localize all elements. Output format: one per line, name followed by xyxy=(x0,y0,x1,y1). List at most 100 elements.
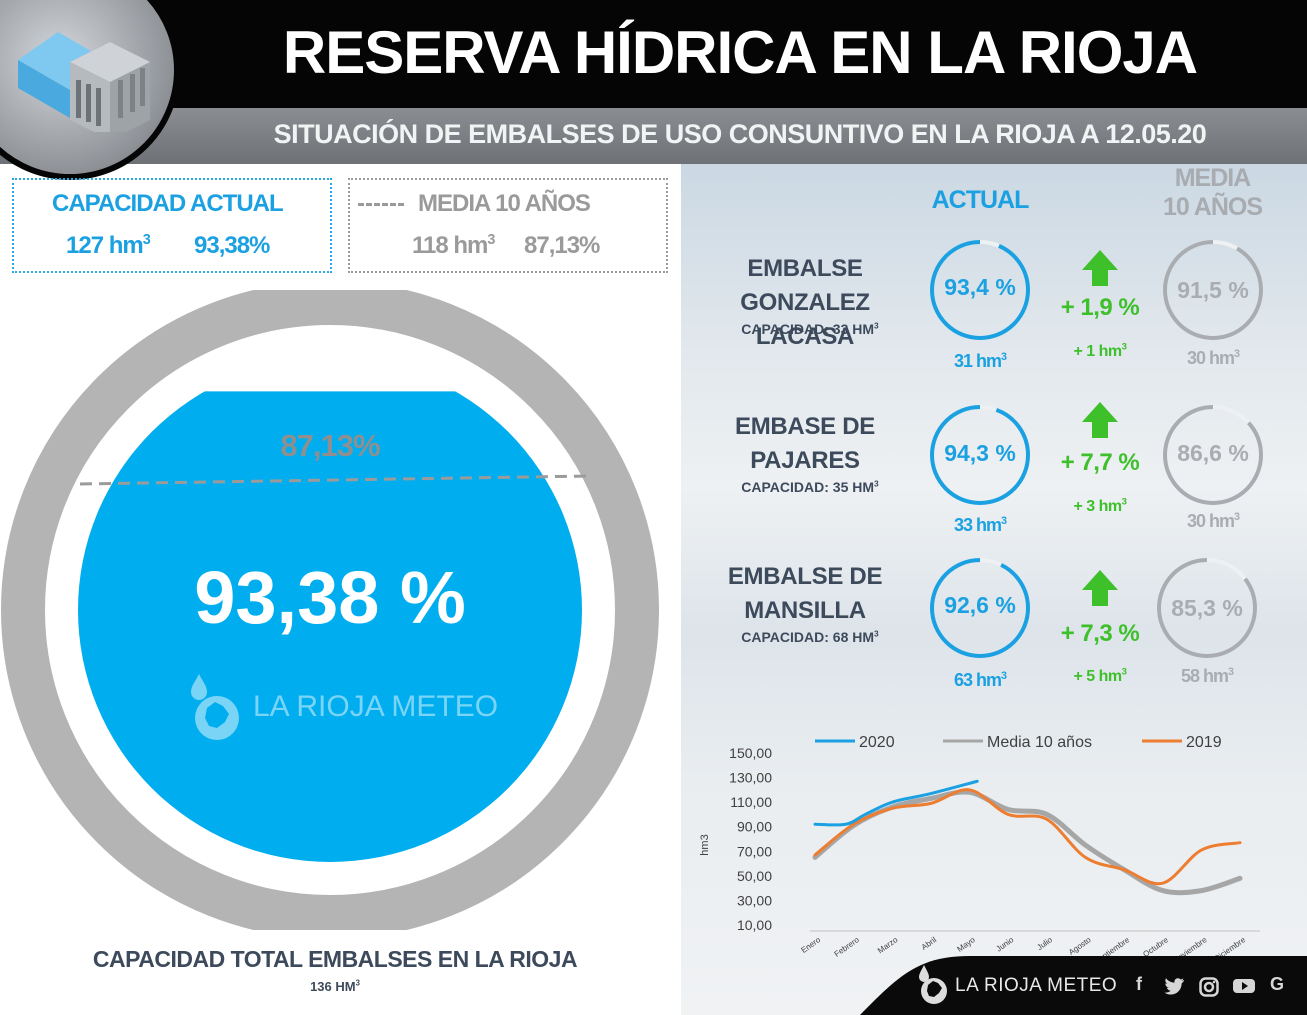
y-tick-label: 10,00 xyxy=(737,917,772,933)
subheader-bar xyxy=(0,108,1307,164)
x-tick-label: Junio xyxy=(995,935,1016,954)
watermark-text: LA RIOJA METEO xyxy=(253,690,499,723)
y-tick-label: 90,00 xyxy=(737,819,772,835)
arrow-up-icon xyxy=(1082,250,1118,286)
column-header-actual: ACTUAL xyxy=(931,186,1030,214)
legend-label: 2020 xyxy=(859,734,895,751)
ring-progress xyxy=(1163,405,1263,505)
arrow-up-icon xyxy=(1082,402,1118,438)
reservoir-actual-percent: 93,4 % xyxy=(944,274,1016,300)
watermark: LA RIOJA METEO xyxy=(185,672,498,742)
facebook-icon[interactable]: f xyxy=(1136,974,1142,994)
media-10-years-volume: 118 hm3 xyxy=(412,232,495,259)
reservoir-media-percent: 91,5 % xyxy=(1177,277,1249,303)
capacity-actual-volume: 127 hm3 xyxy=(66,232,151,259)
gauge-media-label: 87,13% xyxy=(280,428,380,463)
reservoir-diff-volume: + 1 hm3 xyxy=(1073,341,1127,360)
reservoir-media-ring xyxy=(1157,558,1257,658)
capacity-actual-percent: 93,38% xyxy=(194,232,270,259)
legend-label: 2019 xyxy=(1186,734,1222,751)
x-tick-label: Marzo xyxy=(876,935,900,955)
y-tick-label: 150,00 xyxy=(729,745,772,761)
x-tick-label: Enero xyxy=(799,935,822,955)
x-tick-label: Julio xyxy=(1035,935,1054,952)
series-line xyxy=(813,779,979,827)
reservoir-diff-volume: + 5 hm3 xyxy=(1073,666,1127,685)
media-10-years-label: MEDIA 10 AÑOS xyxy=(418,190,591,217)
ring-progress xyxy=(930,558,1030,658)
reservoir-media-ring xyxy=(1163,405,1263,505)
twitter-icon[interactable] xyxy=(1162,978,1186,996)
reservoir-diff-volume: + 3 hm3 xyxy=(1073,496,1127,515)
reservoir-actual-ring xyxy=(930,558,1030,658)
reservoir-actual-volume: 63 hm3 xyxy=(953,670,1007,690)
gauge-outer-ring xyxy=(1,290,659,930)
gauge-water-fill xyxy=(78,391,582,862)
column-header-media: MEDIA 10 AÑOS xyxy=(1162,164,1263,221)
total-capacity-value: 136 HM3 xyxy=(310,978,360,994)
y-axis-label: hm3 xyxy=(699,834,711,855)
reservoir-name: EMBALSE DE MANSILLA xyxy=(727,563,883,624)
reservoir-media-volume: 30 hm3 xyxy=(1186,348,1240,368)
x-tick-label: Abril xyxy=(920,935,938,952)
y-tick-label: 70,00 xyxy=(737,843,772,859)
page-subtitle: SITUACIÓN DE EMBALSES DE USO CONSUNTIVO … xyxy=(273,119,1207,149)
reservoir-capacity: CAPACIDAD: 33 HM3 xyxy=(741,320,879,337)
capacity-actual-label: CAPACIDAD ACTUAL xyxy=(52,190,284,217)
header-bar xyxy=(0,0,1307,108)
reservoir-evolution-chart: 2020 Media 10 años 2019 150,00 130,00 110,00 9… xyxy=(699,734,1260,966)
reservoir-actual-percent: 94,3 % xyxy=(944,440,1016,466)
y-tick-label: 50,00 xyxy=(737,868,772,884)
legend-item: Media 10 años xyxy=(943,734,1092,751)
instagram-icon[interactable] xyxy=(1197,977,1221,997)
arrow-up-icon xyxy=(1082,570,1118,606)
reservoir-actual-volume: 33 hm3 xyxy=(953,515,1007,535)
reservoir-diff-percent: + 7,7 % xyxy=(1060,449,1140,476)
footer-brand: LA RIOJA METEO xyxy=(955,975,1118,996)
total-capacity-title: CAPACIDAD TOTAL EMBALSES EN LA RIOJA xyxy=(92,946,578,972)
reservoir-name: EMBALSE GONZALEZ LACASA xyxy=(740,255,870,350)
legend-item: 2019 xyxy=(1142,734,1222,751)
reservoir-dam-icon xyxy=(18,32,150,132)
media-10-years-percent: 87,13% xyxy=(524,232,600,259)
legend-label: Media 10 años xyxy=(987,734,1092,751)
ring-progress xyxy=(1163,240,1263,340)
reservoir-media-percent: 85,3 % xyxy=(1171,595,1243,621)
total-capacity-gauge xyxy=(1,290,659,930)
google-icon[interactable]: G xyxy=(1269,974,1284,994)
gauge-actual-label: 93,38 % xyxy=(194,556,466,639)
x-tick-label: Febrero xyxy=(833,935,862,959)
series-line xyxy=(813,788,1242,886)
y-tick-label: 130,00 xyxy=(729,770,772,786)
reservoir-actual-ring xyxy=(930,405,1030,505)
youtube-icon[interactable] xyxy=(1232,979,1256,995)
reservoir-actual-percent: 92,6 % xyxy=(944,592,1016,618)
reservoir-name: EMBASE DE PAJARES xyxy=(735,413,875,474)
reservoir-diff-percent: + 7,3 % xyxy=(1060,620,1140,647)
ring-progress xyxy=(930,405,1030,505)
reservoir-actual-volume: 31 hm3 xyxy=(953,351,1007,371)
reservoir-media-volume: 58 hm3 xyxy=(1180,666,1234,686)
ring-progress xyxy=(1157,558,1257,658)
y-tick-label: 30,00 xyxy=(737,892,772,908)
reservoir-actual-ring xyxy=(930,240,1030,340)
reservoir-diff-percent: + 1,9 % xyxy=(1060,294,1140,321)
y-tick-label: 110,00 xyxy=(730,794,772,810)
gauge-media-line xyxy=(79,474,591,486)
page-title: RESERVA HÍDRICA EN LA RIOJA xyxy=(282,19,1198,86)
capacity-actual-box: CAPACIDAD ACTUAL 127 hm3 93,38% xyxy=(12,178,332,273)
reservoir-media-volume: 30 hm3 xyxy=(1186,511,1240,531)
reservoir-media-percent: 86,6 % xyxy=(1177,440,1249,466)
legend-item: 2020 xyxy=(815,734,895,751)
reservoir-media-ring xyxy=(1163,240,1263,340)
ring-progress xyxy=(930,240,1030,340)
footer-bar xyxy=(860,956,1307,1015)
water-drop-icon xyxy=(191,674,239,740)
reservoir-capacity: CAPACIDAD: 35 HM3 xyxy=(741,478,879,495)
x-tick-label: Mayo xyxy=(956,935,978,954)
reservoir-panel xyxy=(681,164,1307,1015)
media-dash-legend xyxy=(358,203,404,206)
media-10-years-box: MEDIA 10 AÑOS 118 hm3 87,13% xyxy=(348,178,668,273)
reservoir-capacity: CAPACIDAD: 68 HM3 xyxy=(741,628,879,645)
